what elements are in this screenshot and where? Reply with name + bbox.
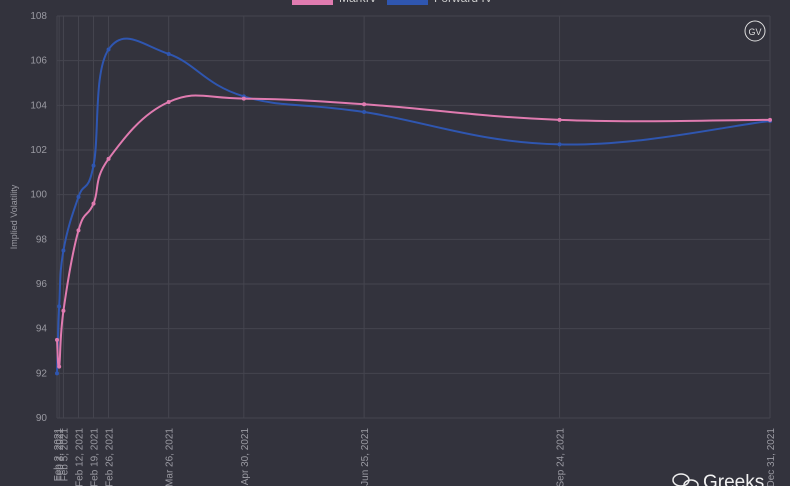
point [91,163,96,168]
logo-ring [744,20,766,42]
y-tick-label: 104 [30,100,47,111]
point [55,371,59,376]
point [61,308,66,313]
y-tick-label: 100 [30,190,47,201]
y-tick-label: 94 [36,324,48,335]
x-tick-label: Dec 31, 2021 [766,428,777,486]
point [241,96,246,101]
point [768,117,772,122]
wechat-icon [672,473,699,486]
x-tick-label: Sep 24, 2021 [556,428,567,486]
point [362,102,367,107]
point [557,117,562,122]
legend-label: MarkIV [339,0,377,5]
x-tick-label: Feb 19, 2021 [90,428,101,486]
point [76,228,81,233]
x-tick-label: Feb 12, 2021 [74,428,85,486]
y-axis-label: Implied Volatility [9,184,19,249]
x-tick-label: Jun 25, 2021 [360,428,371,486]
y-tick-label: 90 [36,413,48,424]
point [166,51,171,56]
point [362,110,367,115]
point [57,304,62,309]
point [106,156,111,161]
y-tick-label: 102 [30,145,47,156]
point [557,142,562,147]
point [61,248,66,253]
x-tick-label: Apr 30, 2021 [240,428,251,486]
y-tick-label: 106 [30,56,47,67]
point [55,337,59,342]
legend-label: Forward IV [434,0,493,5]
legend-swatch [292,0,333,5]
point [57,364,62,369]
legend-swatch [387,0,428,5]
x-tick-label: Feb 3, 2021 [55,428,66,482]
point [106,47,111,52]
watermark: Greeks [703,472,764,486]
point [91,201,96,206]
x-tick-label: Mar 26, 2021 [165,428,176,486]
x-tick-label: Feb 2, 2021 [53,428,64,482]
y-tick-label: 96 [36,279,48,290]
point [76,194,81,199]
y-tick-label: 108 [30,11,47,22]
x-tick-label: Feb 26, 2021 [105,428,116,486]
y-tick-label: 98 [36,234,48,245]
logo-text: GV [748,27,761,37]
point [166,99,171,104]
x-tick-label: Feb 5, 2021 [59,428,70,482]
y-tick-label: 92 [36,368,48,379]
